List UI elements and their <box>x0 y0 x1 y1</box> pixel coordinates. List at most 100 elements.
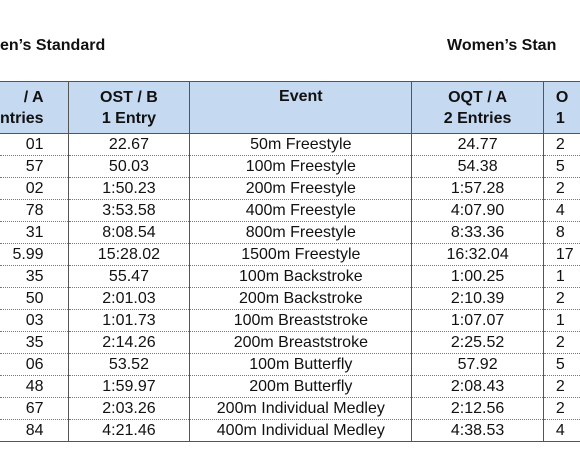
column-header-event: Event <box>189 81 412 134</box>
event-name-cell: 100m Breaststroke <box>189 309 412 332</box>
column-header-oqt-a: OQT / A 2 Entries <box>411 81 544 134</box>
oqt-b-time-cell: 4 <box>542 419 580 442</box>
oqt-b-time-cell: 17 <box>542 243 580 266</box>
column-header-line2: 2 Entries <box>443 109 512 127</box>
oqt-b-time-cell: 2 <box>542 397 580 420</box>
event-name-cell: 200m Backstroke <box>189 287 412 310</box>
ost-a-time-cell: 35 <box>0 265 69 288</box>
ost-a-time-cell: 48 <box>0 375 69 398</box>
ost-b-time-cell: 50.03 <box>67 155 190 178</box>
oqt-a-time-cell: 1:57.28 <box>411 177 544 200</box>
ost-a-time-cell: 02 <box>0 177 69 200</box>
ost-a-time-cell: 50 <box>0 287 69 310</box>
table-row: 48 1:59.97 200m Butterfly 2:08.43 2 <box>0 375 580 398</box>
column-header-ost-a: / A ntries <box>0 81 69 134</box>
column-header-line1: OST / B <box>100 88 158 106</box>
oqt-a-time-cell: 1:07.07 <box>411 309 544 332</box>
event-name-cell: 200m Butterfly <box>189 375 412 398</box>
oqt-b-time-cell: 2 <box>542 177 580 200</box>
ost-a-time-cell: 35 <box>0 331 69 354</box>
ost-a-time-cell: 78 <box>0 199 69 222</box>
table-row: 67 2:03.26 200m Individual Medley 2:12.56 2 <box>0 397 580 420</box>
oqt-b-time-cell: 4 <box>542 199 580 222</box>
ost-a-time-cell: 03 <box>0 309 69 332</box>
table-row: 50 2:01.03 200m Backstroke 2:10.39 2 <box>0 287 580 310</box>
column-header-line1: / A <box>23 88 44 106</box>
oqt-a-time-cell: 2:10.39 <box>411 287 544 310</box>
oqt-b-time-cell: 2 <box>542 133 580 156</box>
table-row: 35 2:14.26 200m Breaststroke 2:25.52 2 <box>0 331 580 354</box>
table-row: 03 1:01.73 100m Breaststroke 1:07.07 1 <box>0 309 580 332</box>
qualifying-standards-table: / A ntries OST / B 1 Entry Event OQT / A… <box>0 81 580 442</box>
ost-a-time-cell: 67 <box>0 397 69 420</box>
oqt-a-time-cell: 57.92 <box>411 353 544 376</box>
table-row: 01 22.67 50m Freestyle 24.77 2 <box>0 133 580 156</box>
table-header-row: / A ntries OST / B 1 Entry Event OQT / A… <box>0 81 580 134</box>
oqt-a-time-cell: 1:00.25 <box>411 265 544 288</box>
oqt-a-time-cell: 24.77 <box>411 133 544 156</box>
oqt-b-time-cell: 5 <box>542 155 580 178</box>
ost-b-time-cell: 2:03.26 <box>67 397 190 420</box>
oqt-b-time-cell: 1 <box>542 309 580 332</box>
oqt-b-time-cell: 2 <box>542 331 580 354</box>
column-header-line2: 1 <box>555 109 565 127</box>
ost-a-time-cell: 31 <box>0 221 69 244</box>
column-header-oqt-b: O 1 <box>542 81 580 134</box>
event-name-cell: 400m Individual Medley <box>189 419 412 442</box>
table-row: 5.99 15:28.02 1500m Freestyle 16:32.04 17 <box>0 243 580 266</box>
column-header-ost-b: OST / B 1 Entry <box>67 81 190 134</box>
oqt-a-time-cell: 4:07.90 <box>411 199 544 222</box>
oqt-b-time-cell: 2 <box>542 375 580 398</box>
oqt-b-time-cell: 2 <box>542 287 580 310</box>
column-header-line1: O <box>555 88 569 106</box>
event-name-cell: 400m Freestyle <box>189 199 412 222</box>
oqt-a-time-cell: 16:32.04 <box>411 243 544 266</box>
oqt-b-time-cell: 5 <box>542 353 580 376</box>
ost-b-time-cell: 55.47 <box>67 265 190 288</box>
table-row: 02 1:50.23 200m Freestyle 1:57.28 2 <box>0 177 580 200</box>
event-name-cell: 50m Freestyle <box>189 133 412 156</box>
column-header-line1: OQT / A <box>448 88 508 106</box>
column-header-line2: ntries <box>0 109 44 127</box>
ost-a-time-cell: 01 <box>0 133 69 156</box>
ost-b-time-cell: 15:28.02 <box>67 243 190 266</box>
table-row: 35 55.47 100m Backstroke 1:00.25 1 <box>0 265 580 288</box>
ost-b-time-cell: 2:14.26 <box>67 331 190 354</box>
event-name-cell: 1500m Freestyle <box>189 243 412 266</box>
oqt-a-time-cell: 4:38.53 <box>411 419 544 442</box>
ost-b-time-cell: 8:08.54 <box>67 221 190 244</box>
ost-b-time-cell: 3:53.58 <box>67 199 190 222</box>
ost-b-time-cell: 2:01.03 <box>67 287 190 310</box>
right-section-heading: Women’s Stan <box>447 37 557 54</box>
event-name-cell: 100m Backstroke <box>189 265 412 288</box>
ost-b-time-cell: 53.52 <box>67 353 190 376</box>
oqt-a-time-cell: 2:25.52 <box>411 331 544 354</box>
ost-b-time-cell: 1:50.23 <box>67 177 190 200</box>
ost-a-time-cell: 5.99 <box>0 243 69 266</box>
column-header-line1: Event <box>279 88 323 105</box>
ost-b-time-cell: 22.67 <box>67 133 190 156</box>
event-name-cell: 100m Freestyle <box>189 155 412 178</box>
table-row: 57 50.03 100m Freestyle 54.38 5 <box>0 155 580 178</box>
oqt-a-time-cell: 54.38 <box>411 155 544 178</box>
table-row: 06 53.52 100m Butterfly 57.92 5 <box>0 353 580 376</box>
ost-b-time-cell: 4:21.46 <box>67 419 190 442</box>
oqt-a-time-cell: 8:33.36 <box>411 221 544 244</box>
event-name-cell: 200m Freestyle <box>189 177 412 200</box>
event-name-cell: 200m Individual Medley <box>189 397 412 420</box>
ost-b-time-cell: 1:59.97 <box>67 375 190 398</box>
ost-a-time-cell: 06 <box>0 353 69 376</box>
left-section-heading: en’s Standard <box>0 37 106 54</box>
oqt-b-time-cell: 1 <box>542 265 580 288</box>
oqt-b-time-cell: 8 <box>542 221 580 244</box>
event-name-cell: 800m Freestyle <box>189 221 412 244</box>
ost-b-time-cell: 1:01.73 <box>67 309 190 332</box>
ost-a-time-cell: 84 <box>0 419 69 442</box>
table-row: 31 8:08.54 800m Freestyle 8:33.36 8 <box>0 221 580 244</box>
oqt-a-time-cell: 2:12.56 <box>411 397 544 420</box>
table-row: 84 4:21.46 400m Individual Medley 4:38.53 4 <box>0 419 580 442</box>
ost-a-time-cell: 57 <box>0 155 69 178</box>
oqt-a-time-cell: 2:08.43 <box>411 375 544 398</box>
table-row: 78 3:53.58 400m Freestyle 4:07.90 4 <box>0 199 580 222</box>
event-name-cell: 200m Breaststroke <box>189 331 412 354</box>
